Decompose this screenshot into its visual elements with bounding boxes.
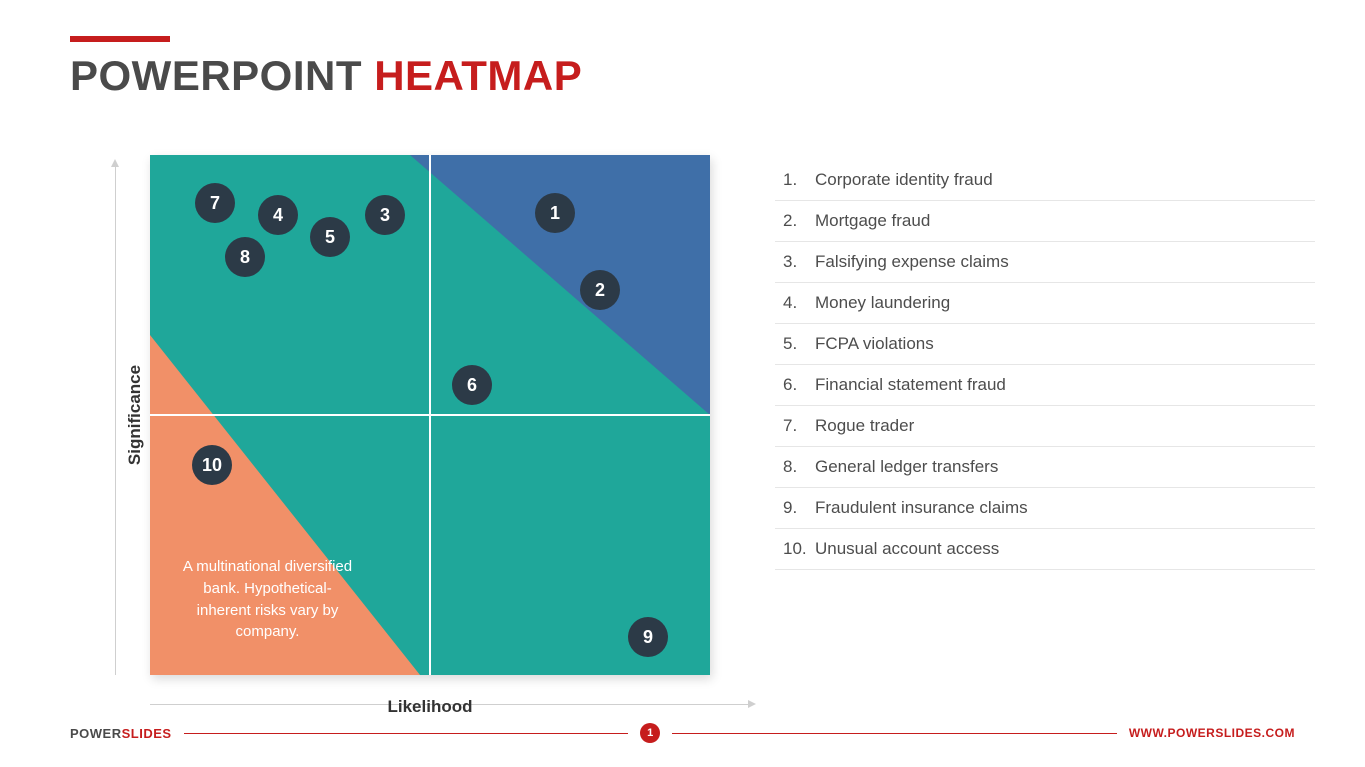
legend-item: 9.Fraudulent insurance claims [775, 488, 1315, 529]
legend-num: 5. [783, 334, 815, 354]
title-accent-bar [70, 36, 170, 42]
footer: POWERSLIDES 1 WWW.POWERSLIDES.COM [70, 723, 1295, 743]
footer-divider-right [672, 733, 1117, 734]
footer-brand-a: POWER [70, 726, 122, 741]
footer-brand: POWERSLIDES [70, 726, 172, 741]
legend-item: 5.FCPA violations [775, 324, 1315, 365]
x-axis-label: Likelihood [388, 697, 473, 717]
heatmap-plot: A multinational diversified bank. Hypoth… [150, 155, 710, 675]
risk-dot-1: 1 [535, 193, 575, 233]
legend-num: 3. [783, 252, 815, 272]
footer-divider-left [184, 733, 629, 734]
legend-num: 2. [783, 211, 815, 231]
risk-dot-7: 7 [195, 183, 235, 223]
page-number-badge: 1 [640, 723, 660, 743]
legend-num: 4. [783, 293, 815, 313]
legend-label: Money laundering [815, 293, 950, 313]
legend-list: 1.Corporate identity fraud2.Mortgage fra… [775, 160, 1315, 570]
legend-item: 4.Money laundering [775, 283, 1315, 324]
legend-num: 10. [783, 539, 815, 559]
legend-label: Falsifying expense claims [815, 252, 1009, 272]
heatmap-container: Significance Likelihood A multinational … [150, 155, 710, 675]
risk-dot-4: 4 [258, 195, 298, 235]
y-axis-arrow-icon [115, 165, 116, 675]
legend-label: Mortgage fraud [815, 211, 930, 231]
risk-dot-6: 6 [452, 365, 492, 405]
title-part1: POWERPOINT [70, 52, 362, 99]
legend-label: Financial statement fraud [815, 375, 1006, 395]
footer-url: WWW.POWERSLIDES.COM [1129, 726, 1295, 740]
legend-label: Rogue trader [815, 416, 914, 436]
page-title: POWERPOINT HEATMAP [70, 52, 582, 100]
risk-dot-10: 10 [192, 445, 232, 485]
title-part2: HEATMAP [374, 52, 582, 99]
legend-item: 10.Unusual account access [775, 529, 1315, 570]
risk-dot-5: 5 [310, 217, 350, 257]
risk-dot-3: 3 [365, 195, 405, 235]
y-axis-label: Significance [125, 365, 145, 465]
footer-brand-b: SLIDES [122, 726, 172, 741]
chart-caption: A multinational diversified bank. Hypoth… [180, 556, 355, 643]
legend-item: 8.General ledger transfers [775, 447, 1315, 488]
legend-item: 1.Corporate identity fraud [775, 160, 1315, 201]
legend-label: FCPA violations [815, 334, 934, 354]
legend-label: Unusual account access [815, 539, 999, 559]
risk-dot-9: 9 [628, 617, 668, 657]
legend-label: Fraudulent insurance claims [815, 498, 1028, 518]
risk-dot-2: 2 [580, 270, 620, 310]
risk-dot-8: 8 [225, 237, 265, 277]
legend-label: Corporate identity fraud [815, 170, 993, 190]
legend-item: 6.Financial statement fraud [775, 365, 1315, 406]
legend-num: 8. [783, 457, 815, 477]
legend-num: 7. [783, 416, 815, 436]
legend-item: 3.Falsifying expense claims [775, 242, 1315, 283]
legend-label: General ledger transfers [815, 457, 998, 477]
legend-num: 6. [783, 375, 815, 395]
legend-num: 9. [783, 498, 815, 518]
legend-item: 2.Mortgage fraud [775, 201, 1315, 242]
legend-item: 7.Rogue trader [775, 406, 1315, 447]
legend-num: 1. [783, 170, 815, 190]
grid-horizontal [150, 414, 710, 416]
